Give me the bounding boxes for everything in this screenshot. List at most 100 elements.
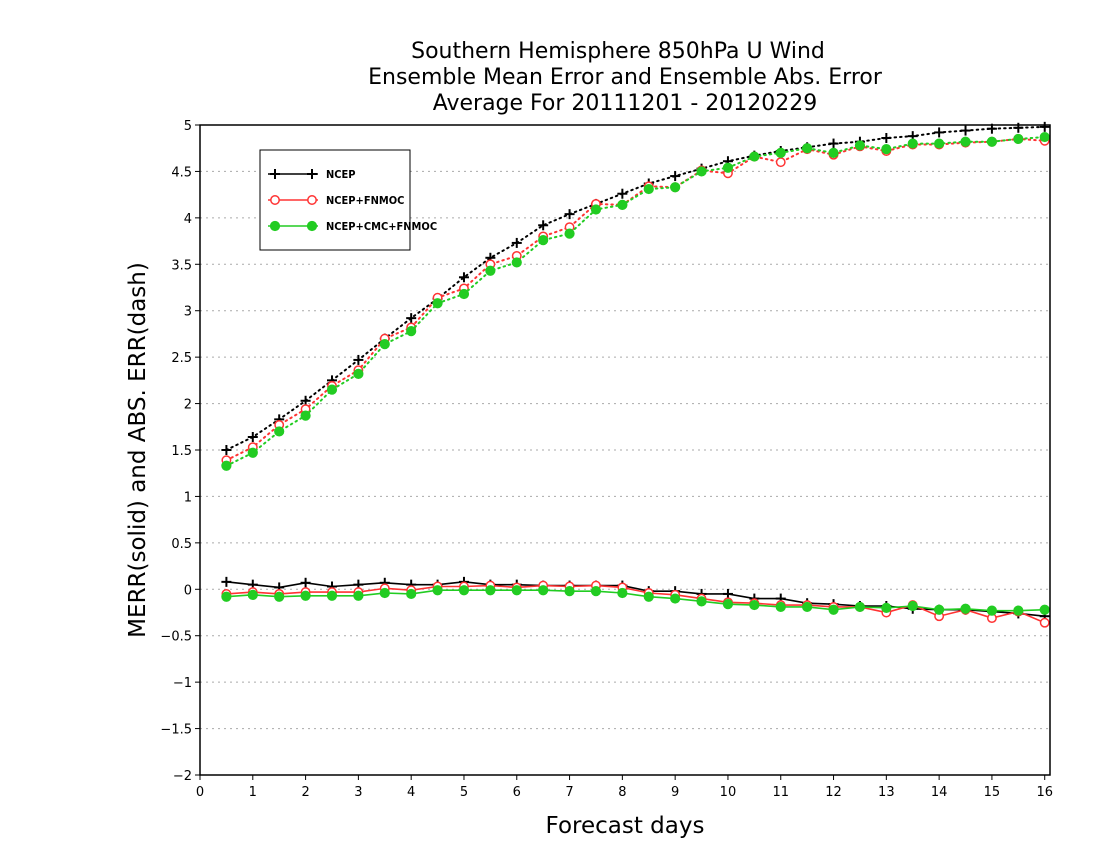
x-tick-label: 14: [931, 785, 948, 800]
x-tick-label: 0: [196, 785, 204, 800]
abs-error-line: [225, 125, 1046, 451]
mean-error-point: [617, 587, 628, 599]
abs-error-point: [247, 432, 258, 442]
legend-marker-left: [270, 169, 280, 179]
abs-error-point: [511, 257, 522, 268]
abs-error-point: [696, 166, 707, 177]
legend-entry-3: NCEP+CMC+FNMOC: [268, 220, 437, 233]
abs-error-point: [670, 171, 681, 182]
mean-error-point: [300, 590, 311, 601]
abs-error-point: [564, 209, 575, 220]
y-tick-label: 1: [184, 490, 192, 505]
abs-error-point: [221, 460, 232, 471]
mean-error-point: [406, 588, 417, 600]
mean-error-line: [226, 589, 1045, 612]
x-tick-label: 6: [513, 785, 521, 800]
abs-error-point: [617, 199, 628, 210]
mean-error-point: [722, 599, 734, 610]
title-line-3: Average For 20111201 - 20120229: [433, 91, 818, 116]
abs-error-point: [617, 188, 628, 199]
abs-error-point: [802, 143, 813, 154]
mean-error-point: [802, 601, 813, 613]
y-tick-label: 1.5: [171, 444, 192, 459]
abs-error-point: [881, 144, 892, 155]
y-tick-label: 0.5: [171, 537, 192, 552]
mean-error-point: [670, 593, 681, 604]
legend-marker-left: [269, 220, 281, 232]
mean-error-point: [643, 591, 654, 602]
chart-title: Southern Hemisphere 850hPa U Wind Ensemb…: [368, 39, 883, 116]
x-tick-label: 1: [249, 785, 257, 800]
mean-error-point: [749, 599, 760, 611]
abs-error-point: [907, 138, 918, 149]
abs-error-point: [986, 136, 998, 147]
abs-error-point: [564, 228, 575, 239]
abs-error-point: [379, 339, 390, 350]
y-tick-label: 3.5: [171, 258, 192, 273]
abs-error-point: [432, 298, 443, 309]
abs-error-point: [749, 151, 760, 162]
abs-error-point: [828, 138, 839, 149]
x-tick-label: 4: [407, 785, 415, 800]
y-tick-label: 4: [184, 212, 192, 227]
abs-error-point: [247, 447, 258, 458]
mean-error-point: [485, 585, 496, 596]
legend-marker-left: [270, 195, 280, 205]
mean-error-point: [221, 576, 232, 587]
y-axis-label: MERR(solid) and ABS. ERR(dash): [125, 262, 151, 638]
legend-label: NCEP: [326, 168, 356, 181]
mean-error-point: [907, 600, 918, 612]
mean-error-point: [828, 604, 839, 615]
mean-error-point: [432, 585, 443, 596]
title-line-1: Southern Hemisphere 850hPa U Wind: [411, 39, 825, 64]
x-tick-label: 9: [671, 785, 679, 800]
abs-error-point: [353, 354, 364, 365]
x-tick-label: 12: [825, 785, 842, 800]
abs-error-point: [934, 127, 945, 138]
x-tick-label: 11: [772, 785, 789, 800]
mean-error-point: [247, 589, 258, 600]
abs-error-point: [458, 272, 469, 283]
abs-error-point: [722, 162, 734, 173]
legend: NCEP NCEP+FNMOC NCEP+CMC+FNMOC: [259, 149, 437, 251]
y-tick-label: −1: [173, 676, 192, 691]
abs-error-point: [538, 235, 549, 246]
y-tick-label: 0: [184, 583, 192, 598]
y-tick-label: 5: [184, 119, 192, 134]
abs-error-point: [590, 204, 602, 215]
mean-error-point: [458, 585, 470, 596]
mean-error-point: [300, 577, 311, 588]
abs-error-point: [406, 313, 417, 324]
mean-error-point: [775, 601, 786, 613]
x-tick-label: 7: [565, 785, 573, 800]
abs-error-point: [643, 183, 654, 195]
legend-entry-1: NCEP: [268, 168, 356, 181]
abs-error-point: [274, 426, 285, 437]
abs-error-point: [538, 220, 549, 231]
x-tick-label: 10: [720, 785, 737, 800]
abs-error-point: [406, 326, 417, 337]
x-tick-label: 8: [618, 785, 626, 800]
mean-error-point: [564, 586, 575, 597]
series-layer: [221, 121, 1050, 628]
y-tick-label: 4.5: [171, 165, 192, 180]
abs-error-point: [1039, 131, 1050, 143]
mean-error-point: [881, 602, 892, 613]
abs-error-point: [881, 133, 892, 143]
legend-label: NCEP+CMC+FNMOC: [326, 220, 437, 233]
legend-entry-2: NCEP+FNMOC: [268, 194, 404, 207]
x-tick-label: 16: [1036, 785, 1053, 800]
abs-error-point: [485, 265, 496, 276]
abs-error-point: [670, 182, 681, 193]
title-line-2: Ensemble Mean Error and Ensemble Abs. Er…: [368, 65, 883, 90]
y-tick-label: 3: [184, 305, 192, 320]
mean-error-point: [854, 601, 866, 613]
mean-error-point: [696, 596, 707, 607]
abs-error-line: [225, 136, 1046, 467]
mean-error-point: [353, 590, 364, 601]
x-tick-label: 15: [984, 785, 1001, 800]
series-3: [221, 131, 1050, 616]
mean-error-line: [226, 584, 1046, 624]
y-tick-label: −0.5: [160, 630, 192, 645]
abs-error-point: [775, 157, 786, 168]
